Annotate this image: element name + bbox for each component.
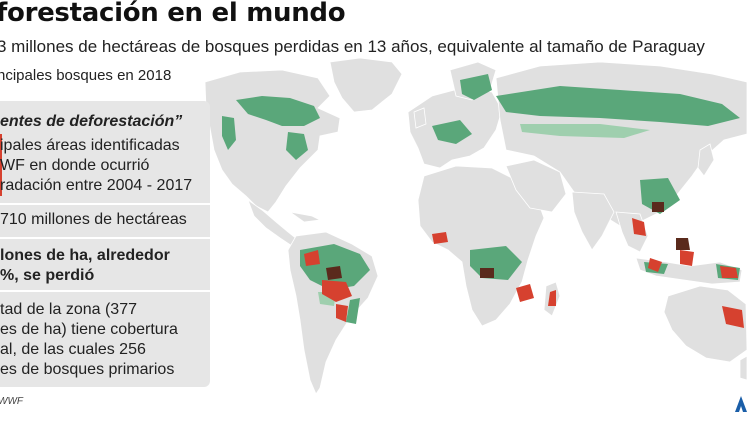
front-east-africa: [516, 284, 534, 302]
degradation-borneo: [676, 238, 690, 250]
page-subtitle: 3 millones de hectáreas de bosques perdi…: [0, 37, 705, 56]
front-amazon-south: [322, 280, 352, 302]
degradation-amazon: [326, 266, 342, 280]
forest-west-us: [222, 116, 236, 150]
source-credit: WWF: [0, 396, 23, 407]
india: [571, 191, 615, 251]
front-madagascar: [548, 290, 556, 306]
forest-europe: [432, 120, 472, 144]
forest-east-asia: [640, 178, 680, 214]
forest-light-russia: [520, 124, 650, 138]
forest-legend-label: ncipales bosques en 2018: [0, 67, 172, 84]
degradation-layer: [326, 202, 690, 280]
panel-areas-text: ipales áreas identificadas WF en donde o…: [0, 137, 193, 194]
front-australia: [722, 306, 744, 328]
forest-canada: [236, 96, 320, 126]
page-title: forestación en el mundo: [0, 0, 346, 28]
panel-divider: [0, 237, 210, 239]
front-sumatra: [648, 258, 662, 272]
japan: [697, 143, 715, 177]
front-newguinea: [720, 266, 738, 278]
uk: [413, 107, 427, 129]
front-legend-swatch: [0, 134, 2, 196]
forest-east-us: [286, 132, 308, 160]
info-panel: [0, 101, 210, 387]
panel-total-text: 710 millones de hectáreas: [0, 211, 187, 228]
front-mekong: [632, 218, 646, 236]
forest-atlantic: [346, 298, 360, 324]
front-chaco: [336, 304, 348, 322]
agency-logo-icon: [735, 396, 747, 412]
panel-divider: [0, 203, 210, 205]
middle-east: [505, 159, 567, 213]
panel-coverage-text: tad de la zona (377 es de ha) tiene cobe…: [0, 301, 178, 378]
forest-scandinavia: [460, 74, 492, 100]
panel-heading: entes de deforestación”: [0, 113, 183, 130]
degradation-indochina: [652, 202, 664, 212]
panel-lost-text: lones de ha, alrededor %, se perdió: [0, 247, 170, 284]
panel-divider: [0, 290, 210, 292]
caribbean: [289, 211, 322, 223]
central-america: [247, 198, 299, 247]
front-west-africa: [432, 232, 448, 244]
forest-russia: [496, 86, 740, 126]
greenland: [329, 57, 403, 113]
deforestation-fronts-layer: [304, 218, 744, 328]
front-borneo: [680, 250, 694, 266]
australia: [663, 285, 747, 363]
front-amazon-north: [304, 250, 320, 266]
degradation-congo: [480, 268, 494, 278]
new-zealand: [739, 355, 747, 381]
